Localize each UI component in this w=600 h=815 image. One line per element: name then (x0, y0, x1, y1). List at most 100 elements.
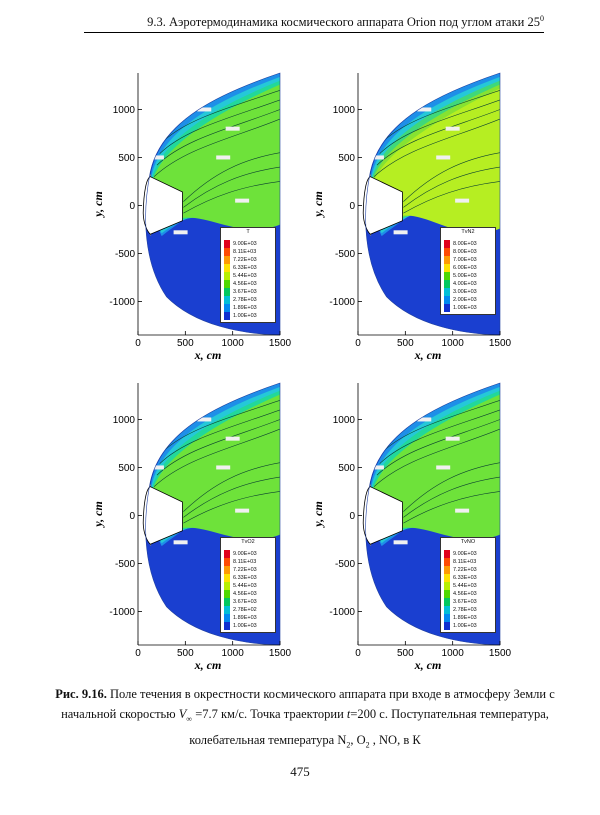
panel-TvNO: 0 500 1000 1500 1000 500 0 -500 -1000 x, cm y, cm T… (300, 365, 520, 675)
contour-line (162, 399, 280, 453)
legend-entry: 9.00E+03 (224, 240, 273, 248)
legend-value: 7.22E+03 (233, 257, 257, 263)
legend-entry: 8.00E+03 (444, 248, 493, 256)
wake-contour-line (183, 491, 280, 524)
contour-line (376, 419, 500, 476)
legend-swatch (224, 296, 230, 304)
caption-var-v: V (178, 707, 187, 721)
legend-swatch (224, 280, 230, 288)
legend-value: 1.89E+03 (233, 615, 257, 621)
shock-boundary (145, 72, 281, 336)
y-axis-label: y, cm (91, 191, 105, 219)
x-tick-label: 1000 (442, 648, 465, 659)
y-tick-label: 500 (118, 153, 135, 164)
caption-sub-n2: 2 (346, 740, 351, 749)
legend-value: 6.00E+03 (453, 265, 477, 271)
legend-value: 2.00E+03 (453, 297, 477, 303)
y-tick-label: 500 (338, 153, 355, 164)
caption-part1: Поле течения в окрестности космического … (61, 687, 555, 721)
legend-swatch (444, 566, 450, 574)
color-legend: TvNO 9.00E+03 8.11E+03 7.22E+03 6.33E+03 5.44… (440, 537, 496, 633)
legend-entry: 7.00E+03 (444, 256, 493, 264)
legend-value: 4.00E+03 (453, 281, 477, 287)
vehicle-body (362, 486, 403, 545)
caption-part4: , O (350, 732, 366, 747)
legend-entry: 7.22E+03 (224, 566, 273, 574)
caption-part2: =7.7 км/с. Точка траектории (192, 707, 347, 721)
contour-label (216, 155, 231, 160)
contour-label (225, 126, 240, 131)
legend-swatch (224, 574, 230, 582)
contour-label (173, 540, 188, 545)
legend-value: 1.89E+03 (233, 305, 257, 311)
x-axis-label: x, cm (414, 658, 442, 672)
y-tick-label: 0 (349, 201, 355, 212)
legend-entry: 3.00E+03 (444, 288, 493, 296)
x-tick-label: 500 (397, 338, 414, 349)
y-axis-label: y, cm (311, 501, 325, 529)
legend-entry: 6.00E+03 (444, 264, 493, 272)
legend-swatch (224, 264, 230, 272)
legend-value: 6.33E+03 (233, 575, 257, 581)
legend-entry: 2.78E+03 (224, 296, 273, 304)
legend-entry: 6.33E+03 (224, 264, 273, 272)
flow-field-plot: 0 500 1000 1500 1000 500 0 -500 -1000 x, cm y, cm (91, 382, 292, 672)
caption-sub-o2: 2 (365, 740, 370, 749)
x-axis-label: x, cm (414, 348, 442, 362)
legend-entry: 9.00E+03 (224, 550, 273, 558)
legend-swatch (224, 272, 230, 280)
contour-label (369, 155, 384, 160)
wake-contour-line (183, 166, 280, 208)
caption-part3: =200 с. Поступательная температура, коле… (189, 707, 549, 747)
contour-line (156, 419, 280, 476)
legend-value: 2.78E+02 (233, 607, 257, 613)
legend-value: 8.00E+03 (453, 241, 477, 247)
legend-swatch (224, 256, 230, 264)
y-tick-label: -1000 (329, 607, 355, 618)
contour-line (159, 99, 280, 154)
contour-label (436, 465, 451, 470)
contour-label (445, 126, 460, 131)
contour-line (376, 109, 500, 166)
y-tick-label: 1000 (333, 415, 356, 426)
legend-swatch (444, 558, 450, 566)
legend-entry: 4.00E+03 (444, 280, 493, 288)
legend-swatch (224, 304, 230, 312)
wake-contour-line (183, 181, 280, 214)
contour-label (235, 198, 250, 203)
contour-line (379, 99, 500, 154)
legend-entry: 1.89E+03 (444, 614, 493, 622)
legend-value: 9.00E+03 (453, 551, 477, 557)
panel-TvN2: 0 500 1000 1500 1000 500 0 -500 -1000 x, cm y, cm T… (300, 55, 520, 365)
legend-value: 5.00E+03 (453, 273, 477, 279)
contour-label (225, 436, 240, 441)
wake-contour-line (403, 462, 500, 512)
contour-line (373, 118, 500, 177)
legend-swatch (444, 598, 450, 606)
legend-swatch (224, 566, 230, 574)
x-tick-label: 1500 (269, 648, 292, 659)
contour-label (445, 436, 460, 441)
legend-entry: 1.89E+03 (224, 304, 273, 312)
x-tick-label: 0 (135, 648, 141, 659)
legend-value: 1.00E+03 (453, 305, 477, 311)
header-degree-superscript: 0 (540, 14, 544, 23)
caption-sub-inf: ∞ (186, 714, 193, 724)
legend-entry: 3.67E+03 (444, 598, 493, 606)
legend-entry: 7.22E+03 (444, 566, 493, 574)
wake-contour-line (403, 491, 500, 524)
legend-value: 5.44E+03 (233, 273, 257, 279)
legend-swatch (224, 550, 230, 558)
legend-swatch (224, 312, 230, 320)
contour-label (393, 540, 408, 545)
legend-swatch (444, 280, 450, 288)
legend-value: 3.67E+03 (453, 599, 477, 605)
legend-entry: 1.00E+03 (224, 312, 273, 320)
header-text: 9.3. Аэротермодинамика космического аппа… (147, 15, 540, 30)
contour-line (373, 428, 500, 487)
color-legend: T 9.00E+03 8.11E+03 7.22E+03 6.33E+03 5.44E+0… (220, 227, 276, 323)
legend-entry: 1.00E+03 (444, 622, 493, 630)
figure-9-16: 0 500 1000 1500 1000 500 0 -500 -1000 x, cm y, cm T… (80, 55, 520, 675)
x-tick-label: 500 (397, 648, 414, 659)
legend-swatch (224, 590, 230, 598)
